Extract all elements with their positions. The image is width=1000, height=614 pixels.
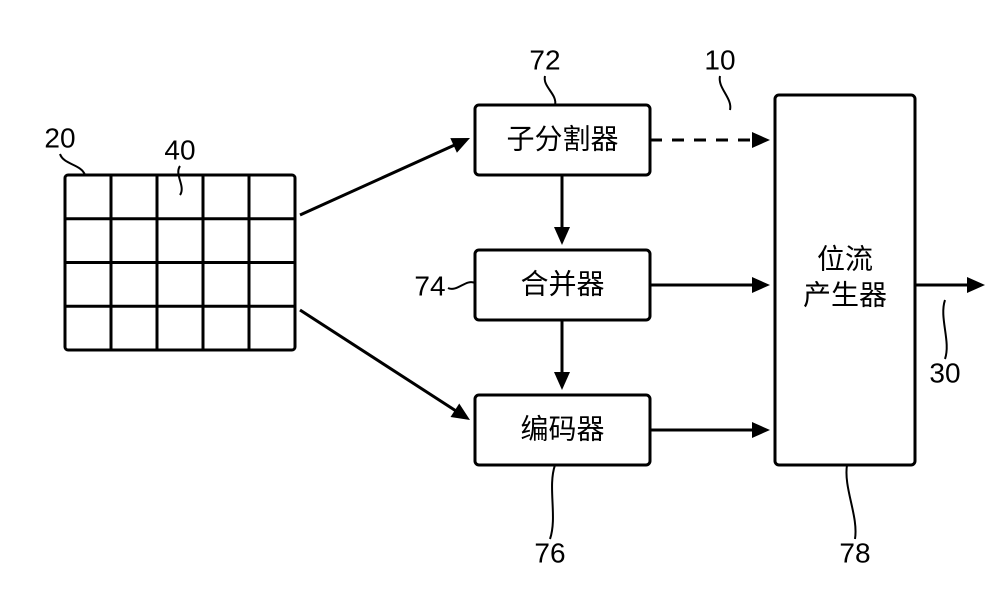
node-encoder: 编码器 (475, 395, 650, 465)
arrow-sub_to_gen (650, 132, 770, 148)
arrow-grid_to_enc (300, 310, 470, 420)
ref-r72: 72 (529, 44, 560, 105)
ref-r78: 78 (839, 465, 870, 568)
ref-r20: 20 (44, 122, 85, 175)
ref-r30: 30 (929, 300, 960, 388)
ref-r76-text: 76 (534, 537, 565, 568)
arrow-enc_to_gen (650, 422, 770, 438)
ref-r10-text: 10 (704, 44, 735, 75)
ref-r40-text: 40 (164, 134, 195, 165)
ref-r10: 10 (704, 44, 735, 110)
ref-r78-text: 78 (839, 537, 870, 568)
ref-r30-text: 30 (929, 357, 960, 388)
ref-r74-text: 74 (414, 270, 445, 301)
node-subdivider: 子分割器 (475, 105, 650, 175)
arrow-merger_to_enc (554, 320, 570, 390)
node-subdivider-label: 子分割器 (506, 123, 618, 155)
node-generator: 位流产生器 (775, 95, 915, 465)
arrow-gen_out (915, 277, 985, 293)
arrow-sub_to_merger (554, 175, 570, 245)
ref-r76: 76 (534, 465, 565, 568)
ref-r74: 74 (414, 270, 475, 301)
node-generator-label-2: 产生器 (803, 279, 887, 311)
arrow-merger_to_gen (650, 277, 770, 293)
node-encoder-label: 编码器 (520, 413, 604, 445)
image-grid (65, 175, 295, 350)
arrow-grid_to_sub (300, 138, 470, 215)
node-merger-label: 合并器 (520, 268, 604, 300)
node-merger: 合并器 (475, 250, 650, 320)
node-generator-label-1: 位流 (817, 243, 873, 275)
ref-r20-text: 20 (44, 122, 75, 153)
ref-r72-text: 72 (529, 44, 560, 75)
